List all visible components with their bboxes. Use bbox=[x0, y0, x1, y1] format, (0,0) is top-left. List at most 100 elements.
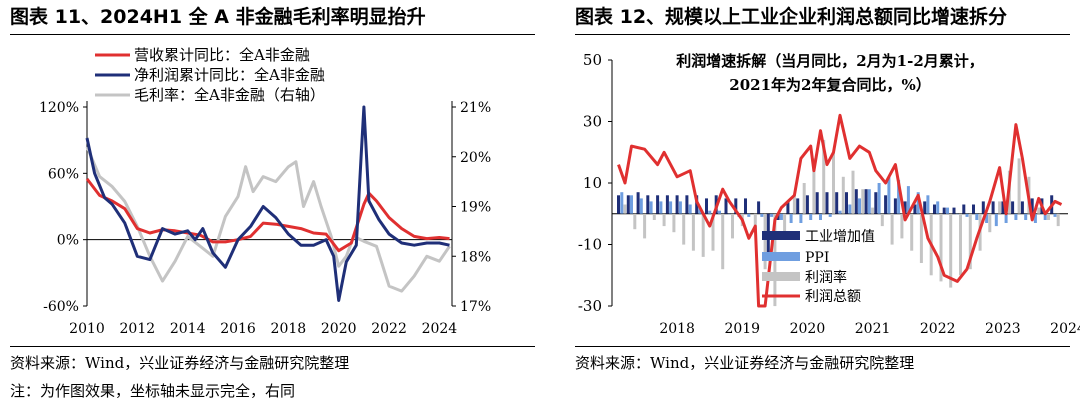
series-line-total-profit bbox=[617, 113, 1063, 308]
bar-profit-margin bbox=[662, 213, 666, 227]
bar-industrial-value-added bbox=[1030, 198, 1034, 214]
y2-tick-label: 18% bbox=[460, 249, 491, 265]
right-title-rule bbox=[575, 34, 1070, 35]
y-tick-label: -60% bbox=[43, 299, 79, 315]
bar-ppi bbox=[630, 195, 633, 214]
y-tick-label: 30 bbox=[583, 113, 602, 131]
bar-profit-margin bbox=[1056, 213, 1060, 227]
y-tick-label: -10 bbox=[578, 236, 602, 254]
bar-industrial-value-added bbox=[903, 201, 907, 214]
bar-ppi bbox=[848, 204, 852, 214]
bar-ppi bbox=[867, 189, 871, 214]
x-tick-label: 2019 bbox=[724, 321, 760, 337]
legend-swatch bbox=[762, 272, 800, 281]
bar-ppi bbox=[838, 210, 842, 214]
bar-ppi bbox=[620, 192, 624, 214]
bar-profit-margin bbox=[731, 213, 734, 239]
bar-profit-margin bbox=[812, 158, 816, 214]
bar-profit-margin bbox=[988, 213, 992, 233]
left-footnote: 注：为作图效果，坐标轴未显示完全，右同 bbox=[10, 382, 296, 400]
bar-ppi bbox=[639, 198, 643, 214]
y-tick-label: 10 bbox=[583, 174, 602, 192]
bar-industrial-value-added bbox=[972, 204, 975, 214]
bar-industrial-value-added bbox=[845, 192, 848, 214]
left-figure-title: 图表 11、2024H1 全 A 非金融毛利率明显抬升 bbox=[10, 6, 426, 28]
left-bottom-rule bbox=[10, 346, 535, 347]
left-title-rule bbox=[10, 34, 535, 35]
y2-tick-label: 19% bbox=[460, 200, 491, 216]
bar-industrial-value-added bbox=[1020, 201, 1024, 214]
bar-profit-margin bbox=[802, 183, 806, 214]
x-tick-label: 2014 bbox=[170, 321, 206, 337]
bar-industrial-value-added bbox=[923, 201, 927, 214]
legend-label: 毛利率：全A非金融（右轴） bbox=[134, 86, 325, 104]
bar-ppi bbox=[955, 213, 959, 215]
bar-ppi bbox=[789, 213, 793, 223]
bar-profit-margin bbox=[900, 213, 904, 239]
bar-industrial-value-added bbox=[617, 195, 620, 214]
bar-ppi bbox=[809, 213, 813, 220]
bar-industrial-value-added bbox=[884, 195, 888, 214]
bar-ppi bbox=[649, 201, 653, 214]
bar-industrial-value-added bbox=[665, 195, 669, 214]
right-bottom-rule bbox=[575, 346, 1070, 347]
y-tick-label: 0% bbox=[57, 233, 79, 249]
bar-industrial-value-added bbox=[734, 198, 738, 214]
x-tick-label: 2016 bbox=[220, 321, 256, 337]
bar-ppi bbox=[779, 213, 783, 220]
bar-profit-margin bbox=[672, 213, 676, 233]
bar-industrial-value-added bbox=[724, 198, 728, 214]
bar-industrial-value-added bbox=[786, 201, 790, 214]
bar-profit-margin bbox=[841, 176, 845, 214]
bar-profit-margin bbox=[880, 213, 884, 227]
bar-ppi bbox=[708, 210, 712, 214]
x-tick-label: 2024 bbox=[422, 321, 458, 337]
bar-industrial-value-added bbox=[1001, 201, 1005, 214]
bar-ppi bbox=[1053, 213, 1057, 217]
legend-swatch bbox=[762, 231, 800, 240]
bar-ppi bbox=[926, 195, 930, 214]
bar-ppi bbox=[906, 186, 910, 214]
bar-ppi bbox=[747, 213, 751, 217]
bar-industrial-value-added bbox=[1011, 201, 1015, 214]
bar-industrial-value-added bbox=[646, 195, 650, 214]
bar-profit-margin bbox=[890, 213, 894, 245]
bar-ppi bbox=[965, 213, 969, 217]
chart-title: 利润增速拆解（当月同比，2月为1-2月累计， bbox=[676, 52, 984, 70]
bar-industrial-value-added bbox=[991, 201, 995, 214]
y2-tick-label: 17% bbox=[460, 299, 491, 315]
bar-ppi bbox=[718, 210, 721, 214]
legend-swatch bbox=[762, 252, 800, 261]
bar-industrial-value-added bbox=[744, 198, 747, 214]
x-tick-label: 2023 bbox=[985, 321, 1021, 337]
bar-profit-margin bbox=[871, 207, 875, 214]
bar-industrial-value-added bbox=[656, 195, 660, 214]
left-source-note: 资料来源：Wind，兴业证券经济与金融研究院整理 bbox=[10, 354, 350, 372]
y2-tick-label: 21% bbox=[460, 100, 491, 116]
bar-industrial-value-added bbox=[913, 204, 917, 214]
bar-industrial-value-added bbox=[636, 192, 640, 214]
bar-profit-margin bbox=[701, 213, 705, 257]
series-line-gross-margin bbox=[85, 146, 451, 293]
right-figure-title: 图表 12、规模以上工业企业利润总额同比增速拆分 bbox=[575, 6, 1008, 28]
bar-profit-margin bbox=[1017, 158, 1021, 214]
bar-profit-margin bbox=[1037, 207, 1041, 214]
bar-ppi bbox=[760, 213, 764, 217]
bar-ppi bbox=[994, 213, 998, 227]
bar-industrial-value-added bbox=[815, 192, 819, 214]
bar-profit-margin bbox=[643, 213, 647, 239]
bar-industrial-value-added bbox=[825, 192, 829, 214]
bar-profit-margin bbox=[682, 213, 686, 245]
legend-label: PPI bbox=[805, 250, 829, 266]
bar-industrial-value-added bbox=[796, 198, 800, 214]
bar-industrial-value-added bbox=[962, 204, 966, 214]
x-tick-label: 2020 bbox=[321, 321, 357, 337]
y-tick-label: -30 bbox=[578, 297, 602, 315]
bar-industrial-value-added bbox=[893, 198, 897, 214]
bar-industrial-value-added bbox=[626, 195, 630, 214]
bar-profit-margin bbox=[939, 213, 943, 282]
chart-subtitle: 2021年为2年复合同比，%） bbox=[729, 76, 930, 94]
bar-industrial-value-added bbox=[981, 201, 985, 214]
bar-ppi bbox=[678, 201, 682, 214]
bar-ppi bbox=[659, 201, 663, 214]
